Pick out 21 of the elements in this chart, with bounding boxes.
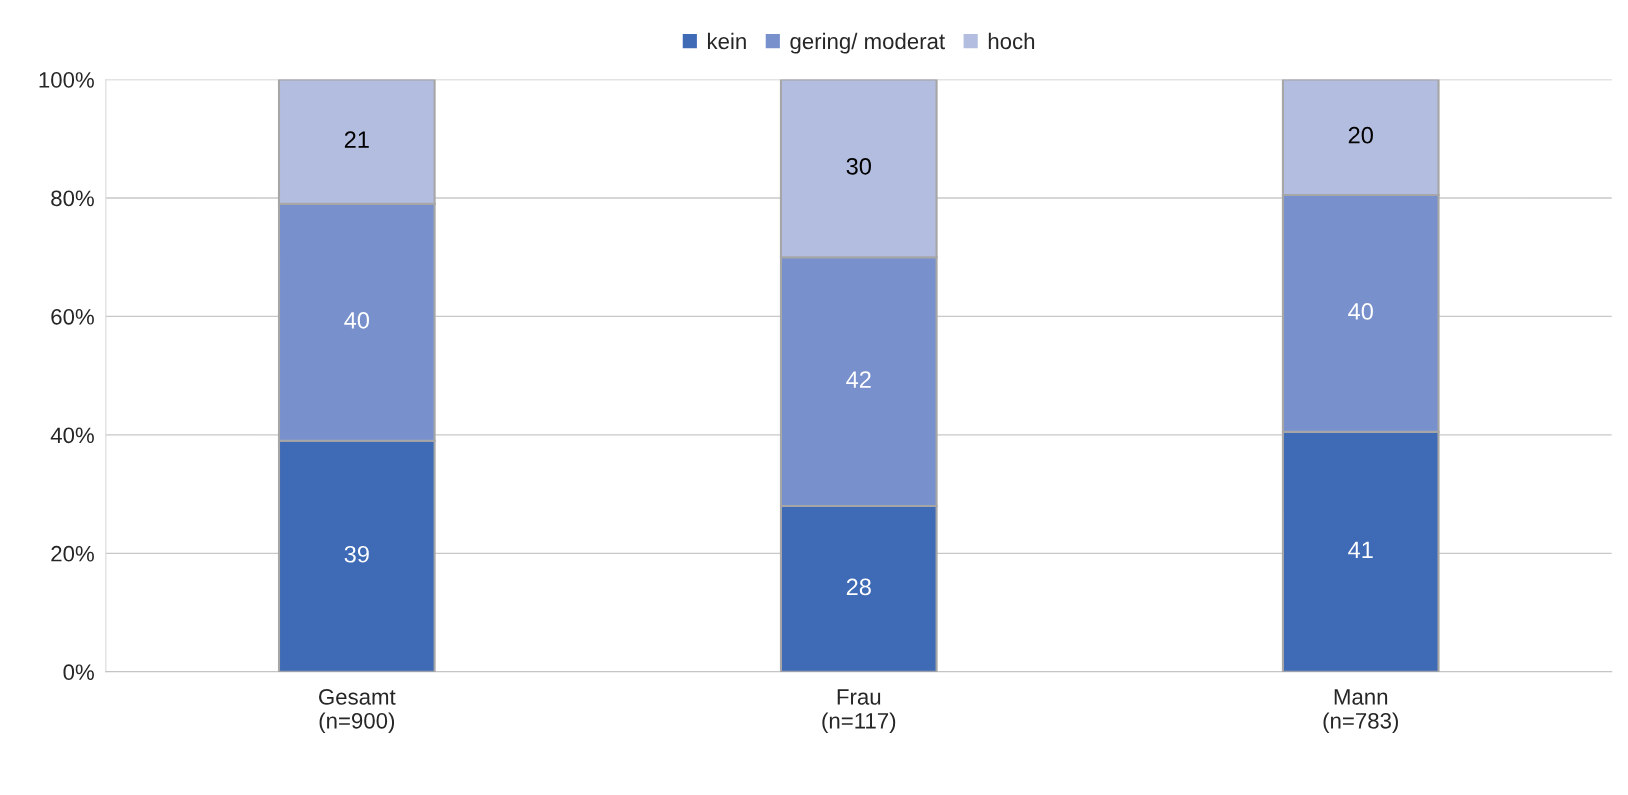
data-label: 40 (344, 311, 370, 329)
y-tick-label: 80% (51, 190, 94, 207)
data-label: 42 (846, 371, 871, 388)
legend-label: gering/ moderat (790, 32, 945, 54)
y-tick-label: 0% (63, 664, 94, 681)
x-tick-label: Frau (n=117) (822, 689, 896, 734)
legend-label: hoch (988, 32, 1035, 50)
x-tick-label: Mann (n=783) (1323, 689, 1398, 734)
y-tick-label: 20% (51, 545, 94, 562)
x-tick-label: Gesamt (n=900) (319, 689, 396, 734)
y-tick-label: 100% (39, 72, 94, 88)
data-label: 21 (344, 131, 369, 148)
data-label: 39 (344, 545, 369, 563)
y-tick-label: 60% (51, 308, 94, 325)
data-label: 40 (1348, 303, 1373, 320)
data-label: 30 (846, 157, 871, 175)
legend-label: kein (707, 32, 746, 50)
data-label: 28 (846, 578, 871, 596)
data-label: 41 (1348, 541, 1373, 558)
data-label: 20 (1348, 126, 1373, 144)
y-tick-label: 40% (50, 427, 94, 444)
